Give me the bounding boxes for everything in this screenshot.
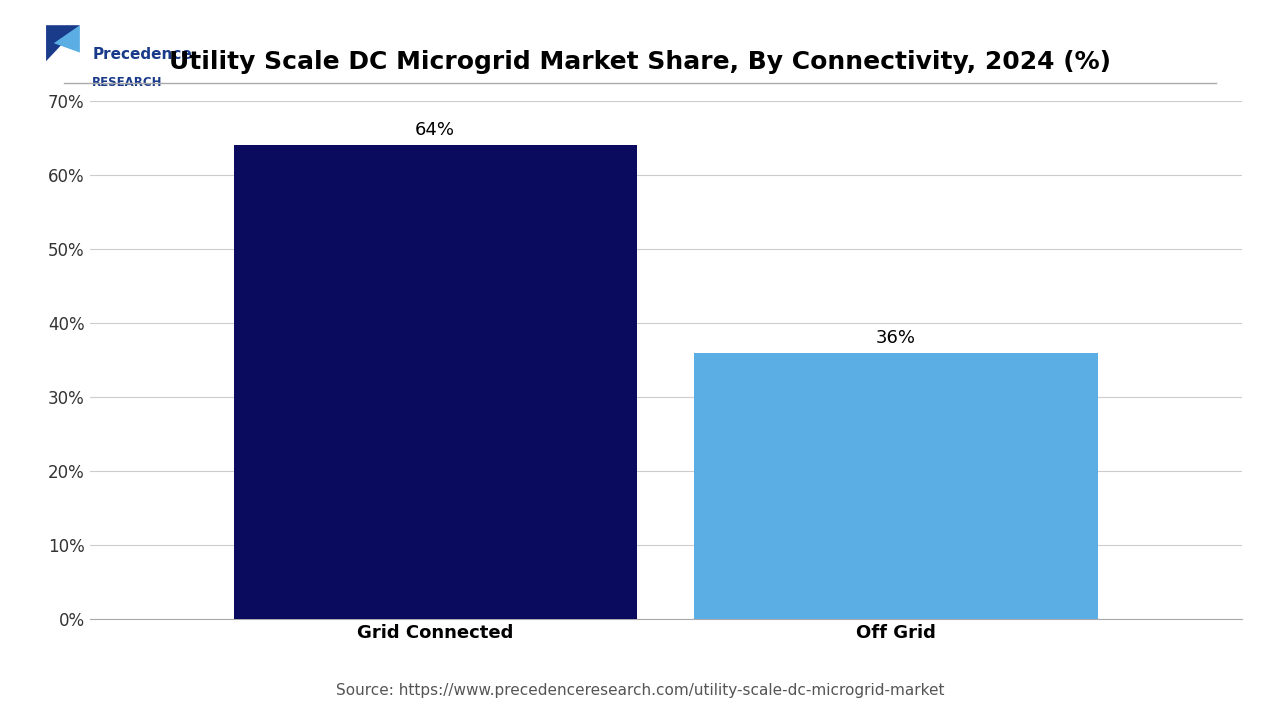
Polygon shape: [54, 25, 79, 53]
Bar: [695, 353, 1098, 619]
Text: 36%: 36%: [876, 328, 916, 346]
Text: 64%: 64%: [415, 121, 456, 139]
Text: RESEARCH: RESEARCH: [92, 76, 163, 89]
Polygon shape: [46, 25, 79, 61]
Text: Precedence: Precedence: [92, 47, 192, 62]
Text: Source: https://www.precedenceresearch.com/utility-scale-dc-microgrid-market: Source: https://www.precedenceresearch.c…: [335, 683, 945, 698]
Text: Utility Scale DC Microgrid Market Share, By Connectivity, 2024 (%): Utility Scale DC Microgrid Market Share,…: [169, 50, 1111, 74]
Bar: [234, 145, 637, 619]
